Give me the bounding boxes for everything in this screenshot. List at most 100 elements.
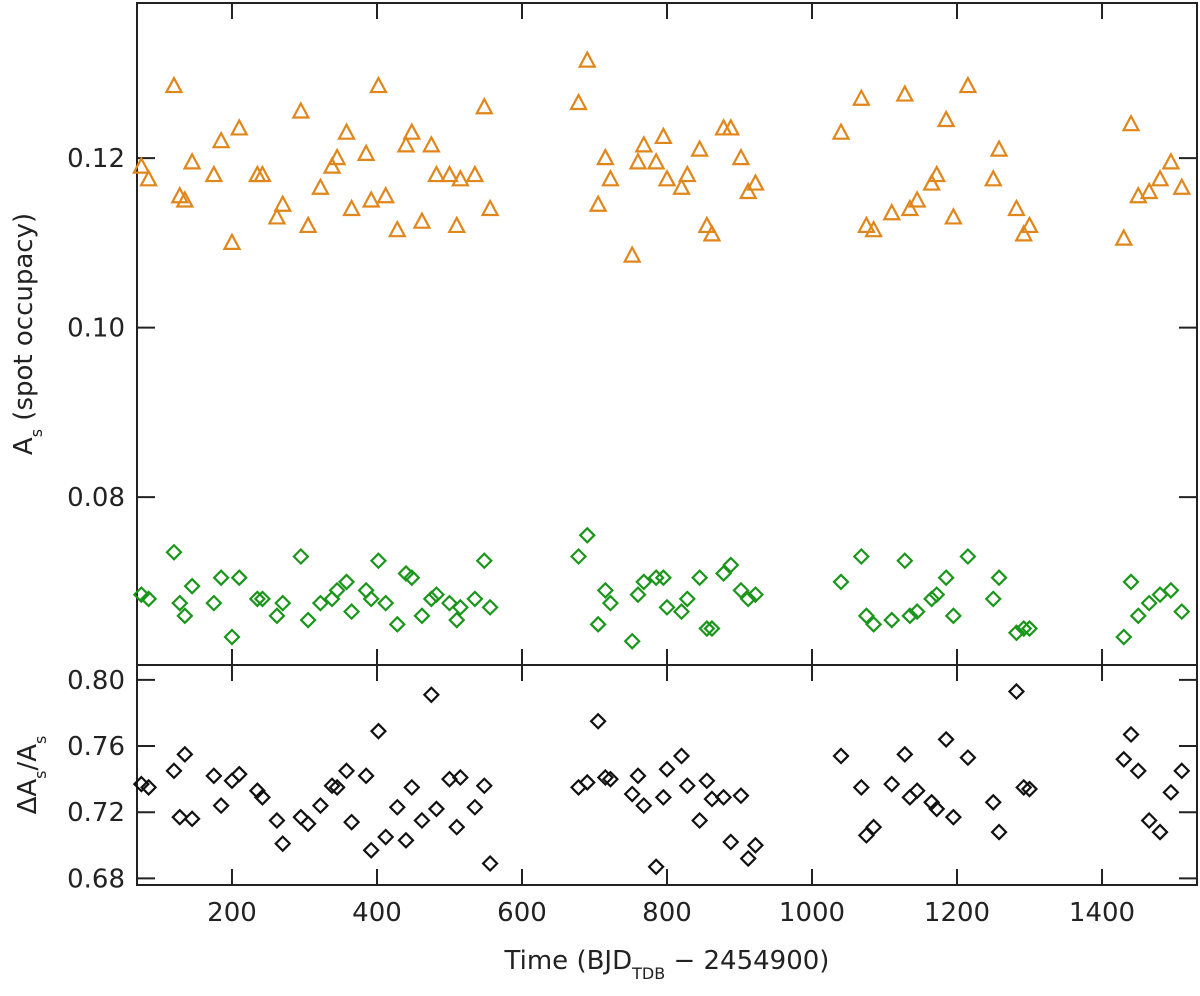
marker-diamond [672, 603, 691, 621]
marker-triangle [1007, 198, 1026, 217]
x-axis-label-part: Time (BJD [504, 946, 633, 976]
marker-triangle [596, 147, 615, 166]
marker-triangle [697, 215, 717, 234]
marker-diamond [623, 632, 641, 650]
y-axis-label-part: s [27, 429, 46, 437]
marker-diamond [923, 590, 941, 608]
marker-triangle [273, 194, 293, 212]
marker-triangle [577, 50, 597, 68]
marker-diamond [928, 586, 946, 604]
marker-diamond [311, 797, 329, 815]
y-tick-label: 0.72 [67, 798, 125, 828]
marker-diamond [739, 590, 757, 608]
marker-triangle [634, 135, 654, 153]
marker-diamond [212, 797, 230, 815]
y-axis-label-part: s [31, 770, 50, 778]
marker-diamond [328, 778, 346, 796]
marker-diamond [183, 577, 201, 595]
marker-diamond [448, 611, 466, 629]
marker-diamond [832, 573, 850, 591]
marker-diamond [928, 800, 946, 818]
marker-diamond [1162, 783, 1180, 801]
marker-diamond [990, 823, 1008, 841]
x-tick-label: 200 [207, 898, 257, 928]
marker-triangle [721, 118, 741, 136]
marker-diamond [223, 772, 241, 790]
marker-diamond [658, 598, 676, 616]
marker-diamond [959, 749, 977, 767]
marker-diamond [299, 611, 317, 629]
marker-triangle [672, 177, 691, 195]
marker-diamond [635, 797, 653, 815]
marker-diamond [944, 607, 962, 625]
marker-diamond [362, 590, 380, 608]
marker-diamond [698, 619, 716, 638]
marker-triangle [831, 122, 851, 140]
marker-triangle [322, 156, 342, 174]
marker-triangle [864, 219, 883, 238]
marker-diamond [388, 798, 406, 816]
marker-diamond [865, 615, 883, 633]
marker-diamond [422, 686, 440, 704]
marker-triangle [958, 75, 978, 94]
marker-diamond [691, 811, 709, 830]
marker-triangle [480, 198, 500, 217]
marker-diamond [328, 581, 346, 599]
marker-diamond [732, 581, 750, 599]
marker-diamond [596, 581, 614, 599]
marker-triangle [342, 198, 361, 217]
marker-diamond [1007, 682, 1026, 701]
marker-triangle [396, 135, 416, 153]
marker-diamond [292, 808, 310, 826]
marker-triangle [588, 194, 608, 212]
marker-diamond [403, 778, 421, 796]
y-axis-label-part: A [9, 437, 39, 455]
marker-diamond [714, 788, 733, 806]
marker-triangle [298, 215, 318, 234]
marker-diamond [1151, 823, 1169, 841]
marker-triangle [989, 139, 1009, 157]
marker-triangle [882, 202, 902, 221]
marker-triangle [311, 177, 330, 195]
marker-triangle [900, 198, 920, 217]
y-tick-label: 0.76 [67, 732, 125, 762]
marker-triangle [451, 168, 470, 187]
marker-triangle [622, 245, 642, 263]
marker-diamond [377, 594, 395, 612]
marker-diamond [1129, 762, 1147, 780]
x-tick-label: 600 [497, 898, 547, 928]
marker-diamond [212, 569, 230, 587]
marker-diamond [451, 768, 469, 787]
y-axis-label: As (spot occupacy) [9, 213, 46, 455]
marker-diamond [647, 858, 665, 876]
marker-diamond [292, 547, 310, 566]
marker-triangle [677, 164, 697, 183]
marker-diamond [691, 569, 709, 587]
marker-triangle [895, 84, 915, 102]
x-tick-label: 400 [352, 898, 402, 928]
marker-diamond [413, 607, 431, 625]
marker-triangle [369, 75, 388, 94]
marker-diamond [427, 586, 445, 604]
marker-diamond [1122, 573, 1140, 591]
marker-diamond [629, 767, 647, 785]
marker-diamond [714, 564, 733, 583]
marker-diamond [357, 581, 375, 599]
marker-diamond [466, 798, 484, 816]
marker-triangle [182, 152, 202, 170]
x-tick-label: 1200 [924, 898, 990, 928]
marker-diamond [299, 815, 317, 833]
marker-triangle [465, 164, 485, 183]
marker-diamond [176, 745, 194, 763]
marker-diamond [629, 586, 647, 604]
marker-diamond [589, 615, 607, 633]
marker-diamond [140, 590, 158, 608]
marker-diamond [569, 778, 588, 796]
marker-diamond [311, 594, 329, 612]
x-axis-label-part: TDB [631, 964, 665, 983]
marker-triangle [601, 168, 620, 187]
marker-triangle [927, 164, 947, 183]
marker-diamond [678, 777, 696, 795]
marker-diamond [475, 552, 493, 570]
marker-diamond [369, 722, 387, 740]
